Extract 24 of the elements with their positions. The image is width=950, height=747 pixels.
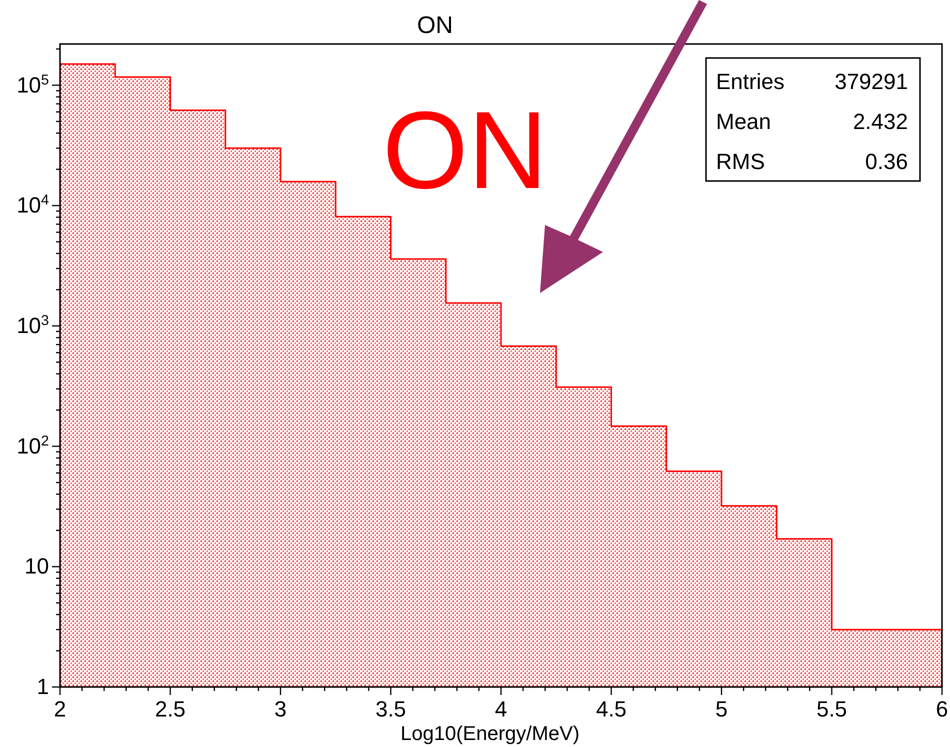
x-axis-title: Log10(Energy/MeV) <box>400 723 580 745</box>
y-tick-label: 10$^{5}$ <box>16 72 50 98</box>
x-tick-label: 4.5 <box>596 696 627 722</box>
x-tick-label: 3 <box>274 696 287 722</box>
annotation: 379291 <box>834 69 908 94</box>
x-tick-label: 3.5 <box>375 696 406 722</box>
y-tick-label: 10$^{2}$ <box>16 433 50 458</box>
annotation: ON <box>382 89 548 212</box>
x-tick-label: 2.5 <box>154 696 186 722</box>
x-tick-label: 5 <box>715 696 728 722</box>
y-tick-label: 10 <box>24 554 49 579</box>
chart-title: ON <box>417 12 453 39</box>
x-tick-label: 4 <box>494 696 508 722</box>
y-tick-label: 10$^{3}$ <box>16 312 50 338</box>
annotation: Mean <box>716 109 772 134</box>
x-tick-label: 5.5 <box>816 696 848 722</box>
annotation: RMS <box>716 149 765 174</box>
x-tick-label: 6 <box>936 696 948 722</box>
y-tick-label: 10$^{4}$ <box>16 192 50 218</box>
annotation: 0.36 <box>865 149 908 174</box>
annotation: Entries <box>716 69 784 94</box>
y-tick-label: 1 <box>36 674 49 700</box>
x-tick-label: 2 <box>54 696 66 722</box>
annotation: 2.432 <box>852 109 908 134</box>
